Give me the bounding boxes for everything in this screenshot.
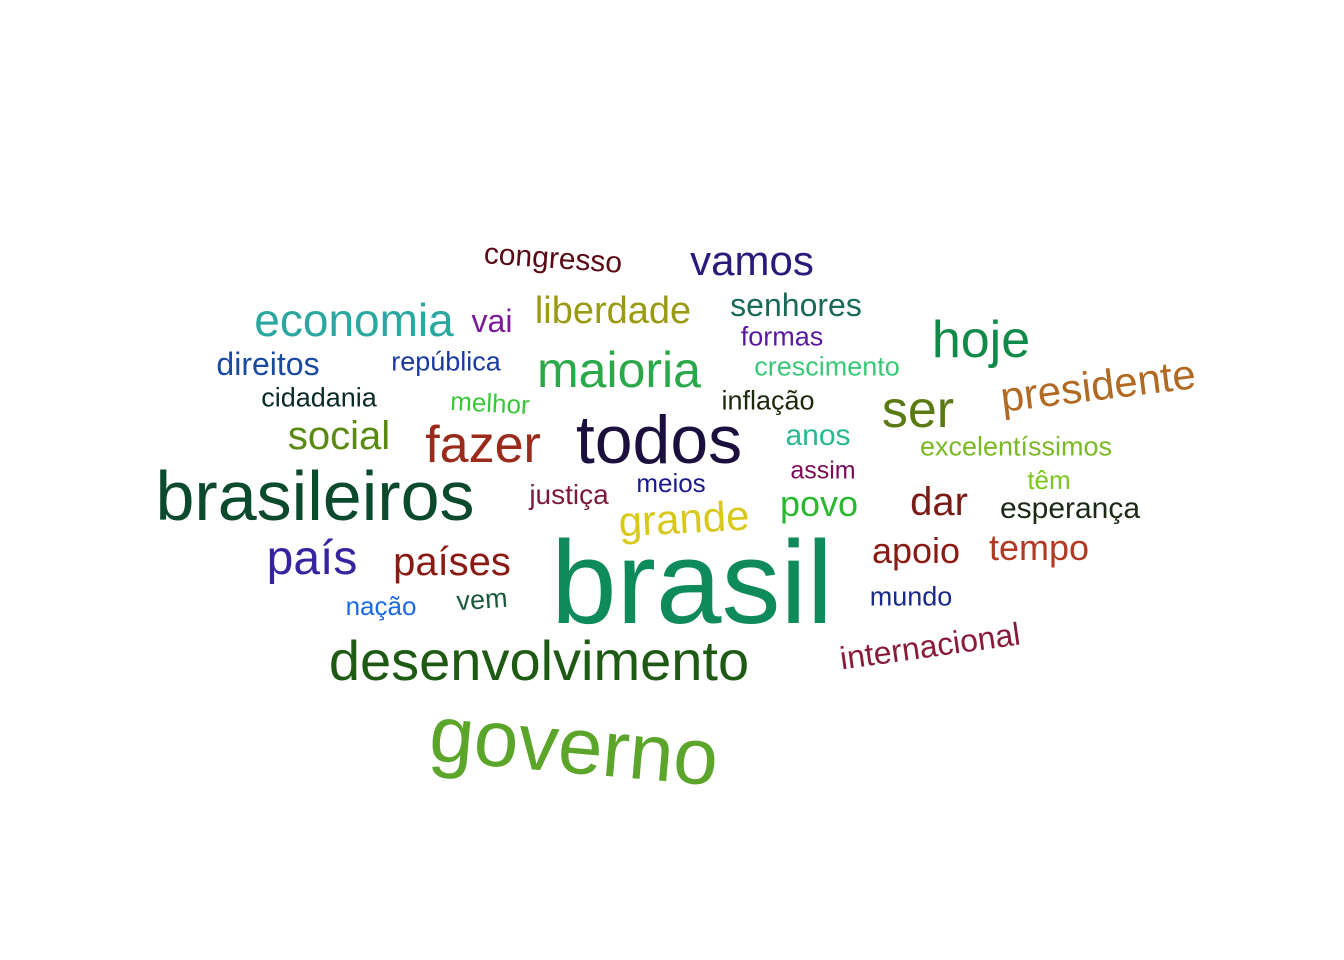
word-republica: república [391,346,501,377]
word-inflacao: inflação [721,385,815,416]
word-todos: todos [575,402,743,478]
word-vai: vai [471,303,513,339]
word-esperanca: esperança [999,492,1141,525]
word-justica: justiça [529,479,609,510]
word-dar: dar [910,480,968,524]
word-maioria: maioria [537,342,701,398]
word-paises: países [393,540,511,584]
word-cidadania: cidadania [261,382,377,413]
word-tempo: tempo [988,527,1090,568]
word-senhores: senhores [730,287,862,323]
word-apoio: apoio [871,530,961,571]
word-brasileiros: brasileiros [155,457,475,535]
word-congresso: congresso [482,237,624,280]
word-vem: vem [455,582,509,617]
word-fazer: fazer [425,416,541,474]
word-vamos: vamos [690,237,814,284]
word-liberdade: liberdade [534,290,692,332]
word-direitos: direitos [216,346,320,382]
word-anos: anos [785,419,851,452]
word-meios: meios [636,468,706,498]
word-melhor: melhor [449,385,531,421]
word-economia: economia [254,294,454,346]
word-social: social [287,414,391,458]
word-assim: assim [790,456,856,485]
word-pais: país [266,532,358,585]
word-excelentissimos: excelentíssimos [919,431,1113,462]
word-nacao: nação [345,591,417,621]
word-grande: grande [617,491,751,546]
word-governo: governo [426,688,722,803]
word-povo: povo [779,483,859,524]
word-mundo: mundo [869,581,953,612]
word-desenvolvimento: desenvolvimento [328,629,750,692]
word-brasil: brasil [551,517,833,649]
word-internacional: internacional [837,615,1023,677]
word-tem: têm [1027,465,1071,495]
word-crescimento: crescimento [754,351,900,382]
word-ser: ser [881,381,955,439]
word-hoje: hoje [931,311,1031,369]
word-formas: formas [740,321,824,352]
